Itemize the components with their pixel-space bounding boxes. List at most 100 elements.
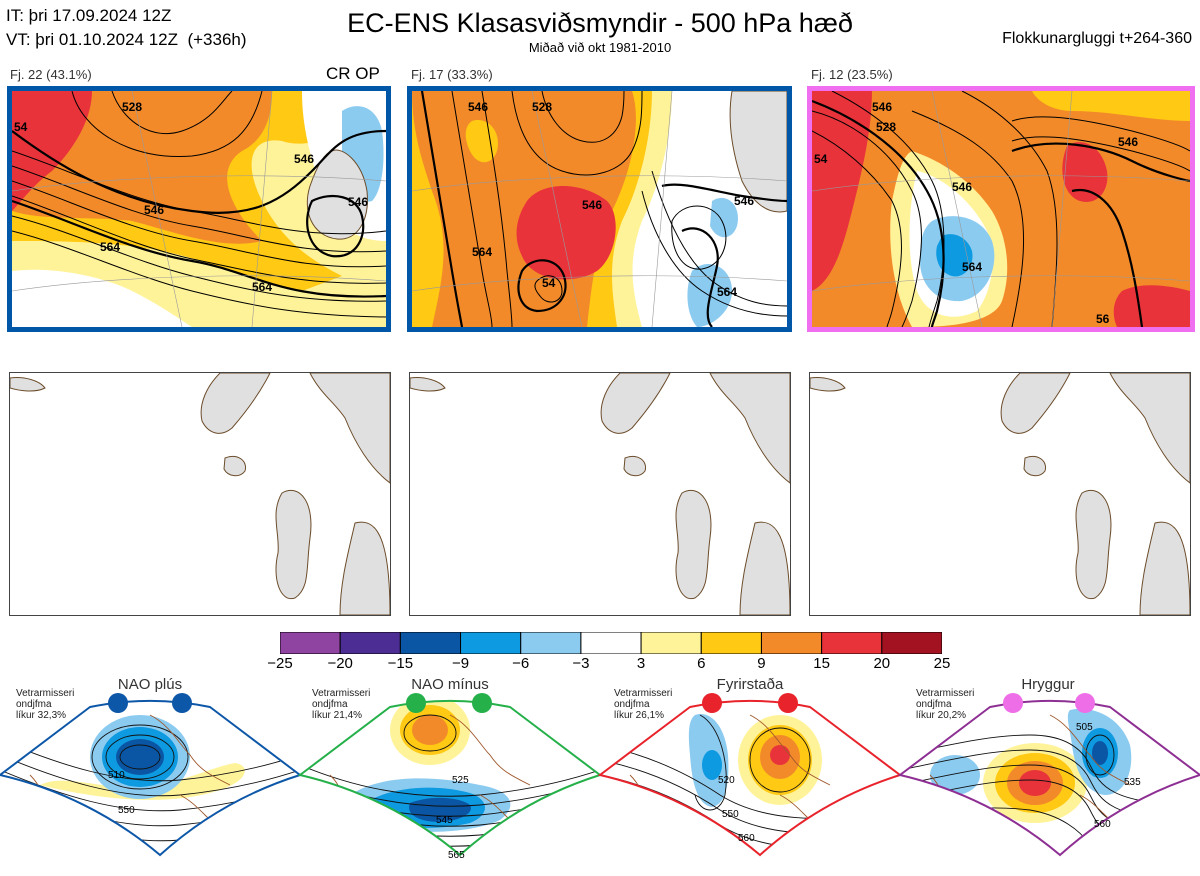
colorbar-tick-label: 6 (697, 655, 706, 672)
contour-label: 546 (348, 195, 368, 209)
regime-4-dot-right (1075, 693, 1095, 713)
colorbar-tick-label: −6 (512, 655, 530, 672)
contour-label: 565 (448, 850, 465, 861)
regime-1-dot-left (108, 693, 128, 713)
contour-label: 535 (1124, 777, 1141, 788)
contour-label: 54 (542, 276, 556, 290)
colorbar-swatch (760, 631, 823, 655)
colorbar-tick-label: −3 (572, 655, 590, 672)
colorbar-tick-label: 15 (813, 655, 830, 672)
landmass-outline (810, 373, 1190, 615)
regime-1-dot-right (172, 693, 192, 713)
classification-window: Flokkunargluggi t+264-360 (1002, 30, 1192, 47)
regime-2-dot-right (472, 693, 492, 713)
contour-label: 56 (1096, 312, 1110, 326)
regime-4-frame (897, 700, 1200, 857)
colorbar-tick-label: 3 (636, 655, 646, 672)
regime-fans: 510 550 (0, 693, 1200, 861)
regime-4-name: Hryggur (1021, 676, 1075, 693)
colorbar-tick-label: 9 (757, 655, 766, 672)
cluster-3-label: Fj. 12 (23.5%) (811, 67, 893, 82)
colorbar-swatch (821, 631, 883, 655)
colorbar-tick-label: −20 (327, 655, 353, 672)
colorbar-swatch (881, 631, 943, 655)
initial-time: IT: þri 17.09.2024 12Z (6, 6, 172, 25)
colorbar (279, 631, 943, 655)
colorbar-tick-label: −15 (387, 655, 414, 672)
regime-2-name: NAO mínus (411, 676, 489, 693)
colorbar-swatch (399, 631, 462, 655)
regime-3-frame (597, 700, 903, 857)
cluster-1-tag: CR OP (326, 64, 380, 83)
contour-label: 550 (118, 805, 135, 816)
empty-map-3 (809, 372, 1191, 616)
contour-label: 550 (722, 809, 739, 820)
contour-label: 54 (814, 152, 828, 166)
regime-1-name: NAO plús (117, 676, 183, 693)
regime-2-note: Vetrarmisseri ondjfma líkur 21,4% (312, 688, 371, 721)
regime-3-dot-right (778, 693, 798, 713)
regime-1-note: Vetrarmisseri ondjfma líkur 32,3% (16, 688, 75, 721)
contour-label: 564 (100, 240, 120, 254)
cluster-1-map: 546 564 546 564 546 528 54 (7, 86, 391, 332)
contour-label: 520 (718, 775, 735, 786)
regime-2-frame (297, 700, 603, 857)
regime-4-dot-left (1003, 693, 1023, 713)
contour-label: 546 (582, 198, 602, 212)
contour-label: 546 (872, 100, 892, 114)
contour-label: 525 (452, 775, 469, 786)
colorbar-swatch (580, 631, 642, 655)
contour-label: 564 (472, 245, 492, 259)
colorbar-ticks: −25 −20 −15 −9 −6 −3 3 6 9 15 20 25 (267, 655, 950, 675)
colorbar-swatch (460, 631, 522, 655)
contour-label: 560 (738, 833, 755, 844)
contour-label: 528 (876, 120, 896, 134)
empty-map-2 (409, 372, 791, 616)
cluster-2-label: Fj. 17 (33.3%) (411, 67, 493, 82)
regime-3-name: Fyrirstaða (716, 676, 784, 693)
contour-label: 564 (252, 280, 272, 294)
contour-label: 546 (952, 180, 972, 194)
contour-label: 545 (436, 815, 453, 826)
page-subtitle: Miðað við okt 1981-2010 (528, 40, 672, 55)
contour-label: 510 (108, 770, 125, 781)
regime-3-dot-left (702, 693, 722, 713)
contour-label: 505 (1076, 722, 1093, 733)
contour-label: 564 (717, 285, 737, 299)
contour-label: 546 (294, 152, 314, 166)
colorbar-swatch (520, 631, 582, 655)
colorbar-swatch (339, 631, 401, 655)
regime-2-dot-left (406, 693, 426, 713)
cluster-2-map: 546 564 546 528 564 546 54 (407, 86, 792, 332)
contour-label: 564 (962, 260, 982, 274)
cluster-1-field: 546 564 546 564 546 528 54 (12, 91, 386, 327)
colorbar-swatches (279, 631, 943, 655)
regimes-row: 510 550 (0, 675, 1200, 871)
cluster-3-map: 546 546 564 546 528 54 56 (807, 86, 1195, 332)
colorbar-tick-label: 25 (933, 655, 951, 672)
colorbar-tick-label: −25 (267, 655, 293, 672)
colorbar-tick-label: −9 (451, 655, 470, 672)
regime-3-note: Vetrarmisseri ondjfma líkur 26,1% (614, 688, 673, 721)
colorbar-swatch (700, 631, 762, 655)
valid-time: VT: þri 01.10.2024 12Z (+336h) (6, 30, 247, 49)
contour-label: 54 (14, 120, 28, 134)
contour-label: 528 (532, 100, 552, 114)
landmass-outline (410, 373, 790, 615)
contour-label: 560 (1094, 819, 1111, 830)
colorbar-swatch (279, 631, 341, 655)
contour-label: 546 (468, 100, 488, 114)
contour-label: 528 (122, 100, 142, 114)
contour-label: 546 (734, 194, 754, 208)
page-title: EC-ENS Klasasviðsmyndir - 500 hPa hæð (347, 8, 853, 38)
empty-map-1 (9, 372, 391, 616)
cluster-1-label: Fj. 22 (43.1%) (10, 67, 92, 82)
cluster-2-field: 546 564 546 528 564 546 54 (412, 91, 787, 327)
regime-4-note: Vetrarmisseri ondjfma líkur 20,2% (916, 688, 975, 721)
regime-1-frame (0, 700, 303, 857)
contour-label: 546 (144, 203, 164, 217)
colorbar-swatch (640, 631, 702, 655)
colorbar-tick-label: 20 (873, 655, 891, 672)
contour-label: 546 (1118, 135, 1138, 149)
cluster-3-field: 546 546 564 546 528 54 56 (812, 91, 1190, 327)
